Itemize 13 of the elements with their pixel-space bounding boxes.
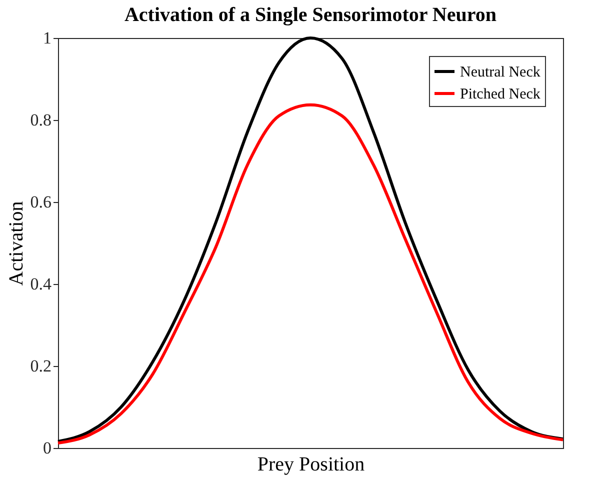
y-tick-label: 0 [43,438,52,458]
y-tick-label: 0.8 [30,110,52,130]
y-tick-label: 0.6 [30,192,52,212]
legend-label: Pitched Neck [460,86,541,102]
y-tick-label: 1 [43,28,52,48]
legend-label: Neutral Neck [460,64,541,80]
y-tick-label: 0.4 [30,274,52,294]
line-series [56,103,564,445]
y-tick-label: 0.2 [30,356,52,376]
x-axis-title: Prey Position [257,454,365,476]
chart-title: Activation of a Single Sensorimotor Neuron [124,4,497,26]
y-axis-title: Activation [5,201,28,286]
line-series [56,36,564,443]
